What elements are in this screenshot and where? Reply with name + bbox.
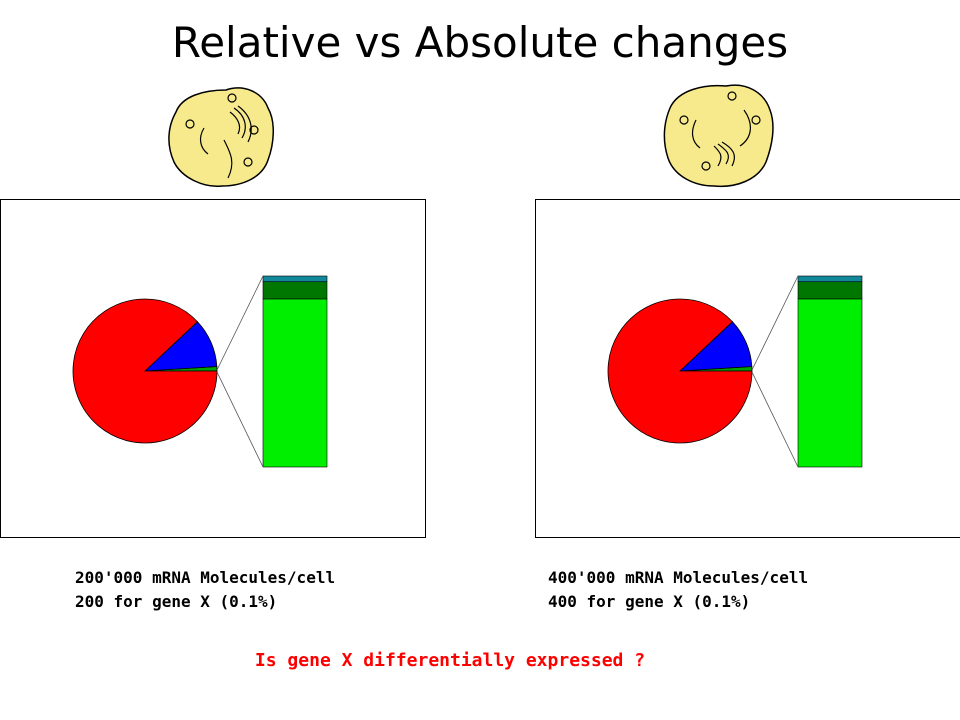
pie-slice <box>72 298 218 444</box>
cell-icon <box>168 87 274 187</box>
connector-line <box>216 275 264 371</box>
connector-line <box>751 371 799 468</box>
connector-line <box>216 371 264 468</box>
chart-panel <box>535 199 960 538</box>
bar-segment <box>262 275 328 283</box>
pie-slice <box>607 298 753 444</box>
pie-chart <box>607 275 863 468</box>
connector-line <box>751 275 799 371</box>
gene-x-label: 200 for gene X (0.1%) <box>75 592 278 611</box>
mrna-total-label: 200'000 mRNA Molecules/cell <box>75 568 336 587</box>
question-text: Is gene X differentially expressed ? <box>254 650 646 671</box>
bar-segment <box>797 281 863 300</box>
cell-icon <box>663 84 774 188</box>
chart-panel <box>0 199 426 538</box>
pie-chart <box>72 275 328 468</box>
page-title: Relative vs Absolute changes <box>171 18 789 67</box>
bar-segment <box>262 298 328 468</box>
gene-x-label: 400 for gene X (0.1%) <box>548 592 751 611</box>
bar-segment <box>797 298 863 468</box>
bar-segment <box>262 281 328 300</box>
bar-segment <box>797 275 863 283</box>
mrna-total-label: 400'000 mRNA Molecules/cell <box>548 568 809 587</box>
caption: 400'000 mRNA Molecules/cell 400 for gene… <box>548 566 808 614</box>
caption: 200'000 mRNA Molecules/cell 200 for gene… <box>75 566 335 614</box>
